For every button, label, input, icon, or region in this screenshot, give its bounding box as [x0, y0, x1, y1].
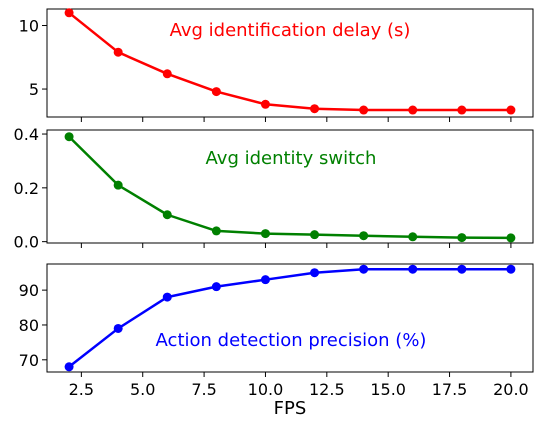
- x-tick-label: 15.0: [370, 380, 406, 399]
- plot-frame-3: [46, 263, 534, 373]
- data-point: [113, 180, 123, 190]
- data-point: [408, 264, 418, 274]
- data-point: [113, 47, 123, 57]
- data-point: [64, 362, 74, 372]
- x-tick-label: 5.0: [130, 380, 155, 399]
- x-tick-label: 2.5: [69, 380, 94, 399]
- data-point: [506, 233, 516, 243]
- data-point: [260, 229, 270, 239]
- data-point: [359, 105, 369, 115]
- x-tick-label: 12.5: [309, 380, 345, 399]
- plot-frame-2: [46, 129, 534, 244]
- data-point: [310, 104, 320, 114]
- y-tick-label: 70: [19, 351, 39, 370]
- data-point: [408, 232, 418, 242]
- y-tick-label: 90: [19, 281, 39, 300]
- data-point: [408, 105, 418, 115]
- y-tick-label: 80: [19, 316, 39, 335]
- panel-annotation-3: Action detection precision (%): [156, 330, 427, 351]
- x-tick-label: 20.0: [493, 380, 529, 399]
- series-line-1: [68, 11, 511, 112]
- data-point: [211, 87, 221, 97]
- y-tick-label: 0.2: [14, 179, 39, 198]
- y-tick-label: 0.0: [14, 233, 39, 252]
- series-line-2: [68, 135, 511, 240]
- data-point: [310, 268, 320, 278]
- y-tick-label: 10: [19, 17, 39, 36]
- series-line-3: [68, 267, 511, 368]
- data-point: [64, 132, 74, 142]
- data-point: [162, 69, 172, 79]
- data-point: [359, 231, 369, 241]
- data-point: [310, 230, 320, 240]
- data-point: [162, 292, 172, 302]
- panel-annotation-1: Avg identification delay (s): [170, 20, 411, 41]
- data-point: [211, 282, 221, 292]
- data-point: [457, 233, 467, 243]
- panel-annotation-2: Avg identity switch: [206, 148, 377, 169]
- data-point: [211, 226, 221, 236]
- data-point: [506, 105, 516, 115]
- data-point: [260, 275, 270, 285]
- y-tick-label: 0.4: [14, 125, 39, 144]
- plot-frame-1: [46, 8, 534, 118]
- y-tick-label: 5: [29, 80, 39, 99]
- data-point: [359, 264, 369, 274]
- x-tick-label: 10.0: [248, 380, 284, 399]
- x-axis-label: FPS: [274, 398, 307, 419]
- x-tick-label: 7.5: [191, 380, 216, 399]
- data-point: [506, 264, 516, 274]
- data-point: [457, 264, 467, 274]
- data-point: [113, 323, 123, 333]
- x-tick-label: 17.5: [432, 380, 468, 399]
- data-point: [457, 105, 467, 115]
- data-point: [162, 210, 172, 220]
- data-point: [260, 99, 270, 109]
- data-point: [64, 8, 74, 18]
